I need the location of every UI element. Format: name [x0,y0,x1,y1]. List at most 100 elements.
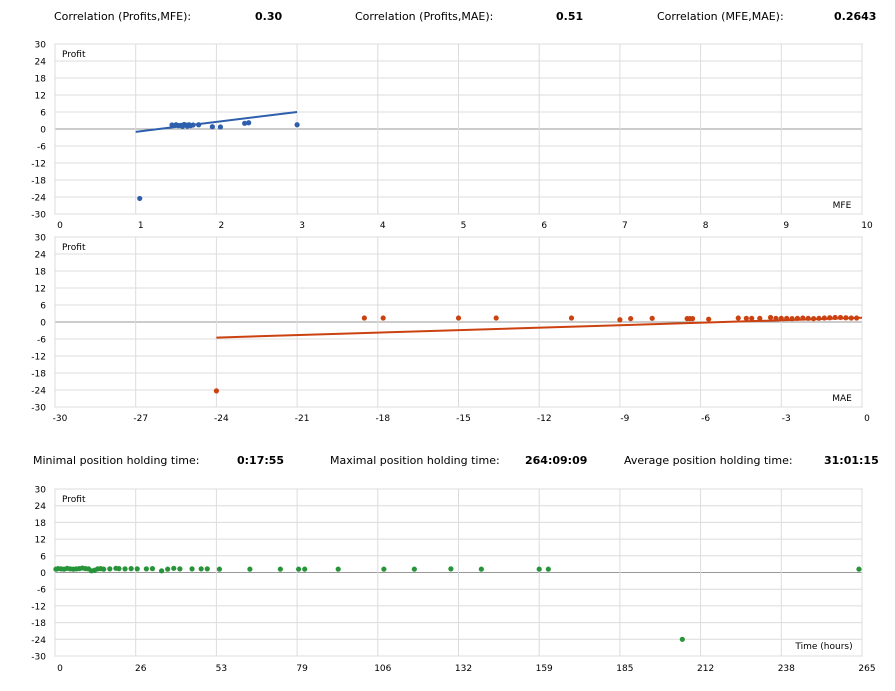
x-tick-label: 1 [138,221,144,231]
data-point [204,566,210,572]
y-tick-label: -12 [31,160,46,170]
y-tick-label: 18 [35,268,47,278]
data-point [816,315,822,321]
data-point [767,314,774,321]
y-tick-label: 12 [35,92,46,102]
x-axis-title: Time (hours) [794,642,852,652]
max-holding-label: Maximal position holding time: [330,454,500,467]
data-point [380,315,386,321]
data-point [216,566,223,572]
y-tick-label: 12 [35,536,46,546]
data-point [810,316,817,322]
x-tick-label: 5 [461,221,467,231]
x-tick-label: -12 [537,414,552,424]
data-point [749,315,755,321]
min-holding-label: Minimal position holding time: [33,454,200,467]
x-tick-label: -24 [214,414,229,424]
x-tick-label: 4 [380,221,386,231]
y-tick-label: 12 [35,285,46,295]
x-tick-label: 8 [703,221,709,231]
data-point [242,120,248,126]
y-tick-label: -18 [31,619,46,629]
data-point [800,315,806,321]
y-tick-label: 24 [35,502,47,512]
y-tick-label: 0 [40,569,46,579]
y-tick-label: -6 [37,143,46,153]
y-tick-label: 30 [35,486,47,496]
data-point [137,195,143,202]
x-axis-title: MAE [832,394,852,404]
data-point [296,566,302,572]
y-tick-label: -12 [31,602,46,612]
data-point [493,315,499,321]
x-tick-label: 9 [783,221,789,231]
data-point [116,566,122,572]
data-point [302,566,308,572]
data-point [171,565,177,571]
data-point [689,316,696,322]
data-point [706,316,712,322]
y-axis-title: Profit [62,50,86,60]
data-point [277,566,283,572]
data-point [217,124,224,130]
data-point [209,124,215,130]
y-tick-label: 30 [35,234,47,244]
y-tick-label: 30 [35,41,47,51]
data-point [198,566,204,572]
data-point [821,315,827,321]
x-tick-label: 2 [219,221,225,231]
x-tick-label: 3 [299,221,305,231]
trend-line [135,111,298,133]
x-tick-label: 159 [536,664,553,674]
y-tick-label: -18 [31,177,46,187]
data-point [381,566,387,572]
corr-profits-mfe-value: 0.30 [255,10,283,23]
data-point [536,566,542,572]
data-point [743,315,749,321]
holding-time-stats-row: Minimal position holding time: 0:17:55 M… [0,452,895,472]
x-tick-label: 0 [57,664,63,674]
data-point [411,566,417,572]
corr-mfe-mae-label: Correlation (MFE,MAE): [657,10,784,23]
y-tick-label: 18 [35,75,47,85]
x-tick-label: -6 [701,414,710,424]
data-point [794,315,801,321]
x-tick-label: -21 [295,414,310,424]
data-point [165,566,171,572]
x-tick-label: -30 [53,414,68,424]
x-tick-label: 132 [455,664,472,674]
x-tick-label: -27 [133,414,148,424]
max-holding-value: 264:09:09 [525,454,588,467]
data-point [649,315,655,321]
data-point [107,566,113,572]
data-point [789,316,795,322]
data-point [247,566,253,572]
time-profit-chart: 30 24 18 12 6 0 -6 -12 -18 -24 -30 0 26 53 79 106 132 159… [31,486,875,675]
x-tick-label: 10 [861,221,873,231]
x-tick-label: 238 [778,664,795,674]
y-tick-label: -18 [31,370,46,380]
corr-mfe-mae-value: 0.2643 [834,10,877,23]
y-tick-label: 0 [40,126,46,136]
data-point [177,566,183,572]
data-point [143,566,149,572]
x-tick-label: -9 [620,414,629,424]
x-tick-label: 6 [541,221,547,231]
data-point [545,566,551,572]
data-point [856,566,862,572]
y-tick-label: -30 [31,211,46,221]
corr-profits-mae-value: 0.51 [556,10,584,23]
data-point [335,566,341,572]
x-tick-label: 185 [616,664,633,674]
correlation-stats-row: Correlation (Profits,MFE): 0.30 Correlat… [0,8,895,28]
y-tick-label: -6 [37,586,46,596]
data-point [854,315,860,321]
y-tick-label: 24 [35,251,47,261]
x-tick-label: 7 [622,221,628,231]
x-tick-label: 53 [216,664,227,674]
avg-holding-label: Average position holding time: [624,454,793,467]
y-tick-label: -24 [31,194,46,204]
x-axis-title: MFE [833,201,852,211]
